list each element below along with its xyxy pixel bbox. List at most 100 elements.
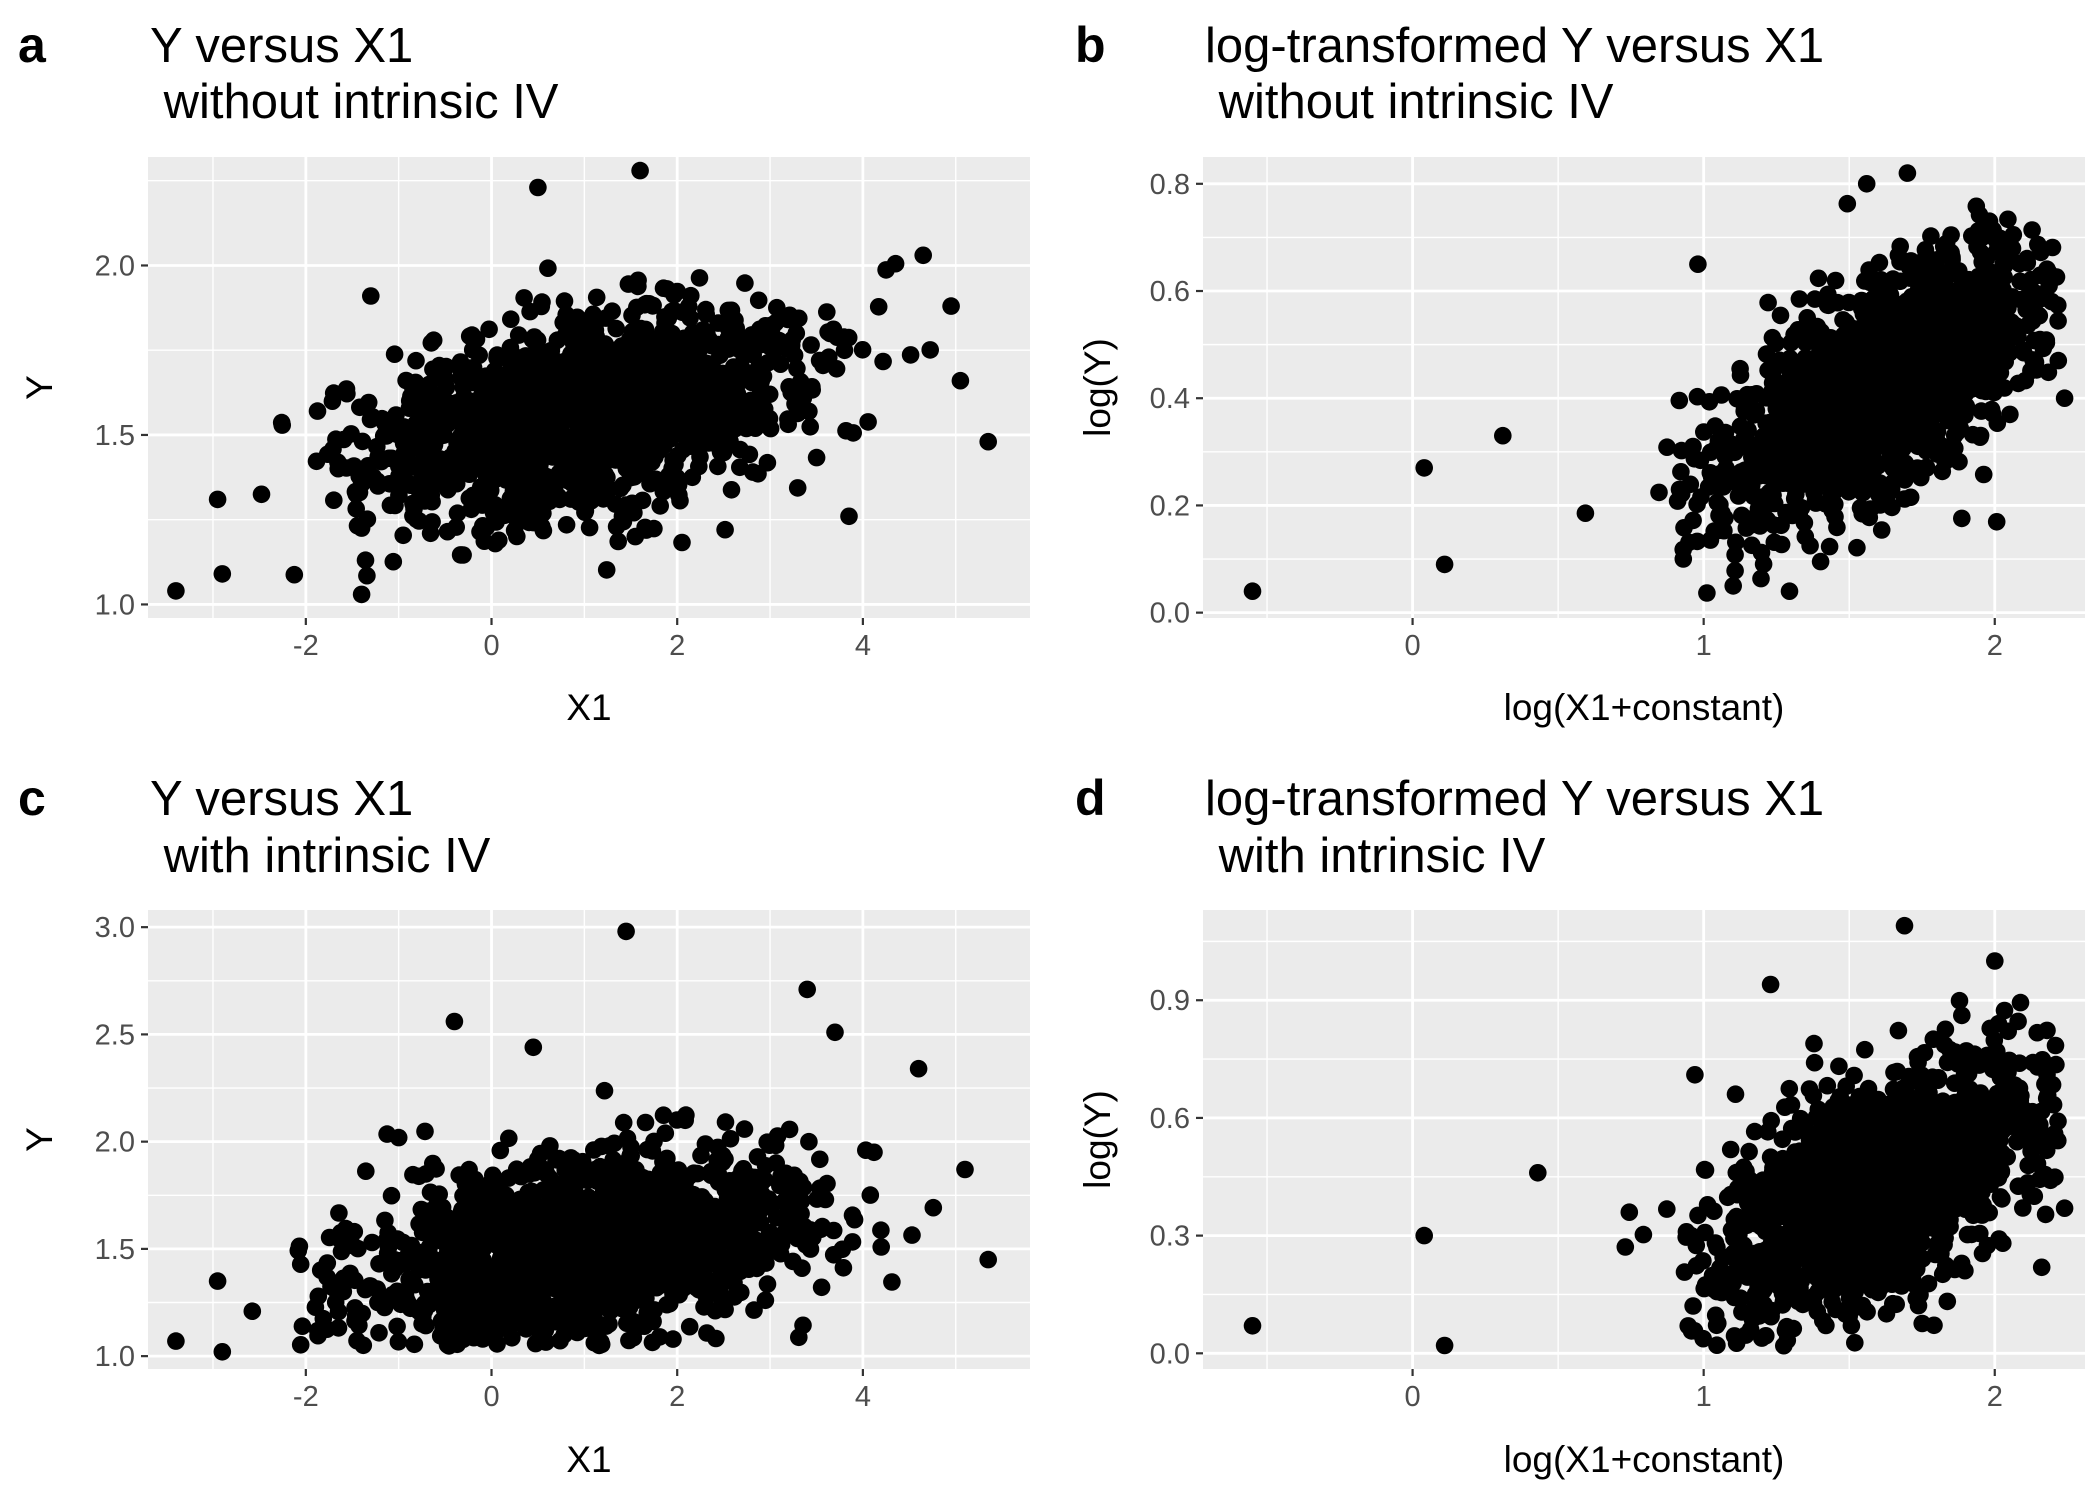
data-point (717, 385, 736, 404)
data-point (1771, 306, 1790, 325)
data-point (1999, 210, 2017, 229)
data-point (342, 425, 360, 443)
data-point (901, 346, 920, 364)
data-point (1780, 582, 1799, 600)
data-point-outlier (208, 490, 227, 509)
data-point (1724, 577, 1742, 595)
data-point (454, 1313, 473, 1332)
x-axis-label: log(X1+constant) (1504, 687, 1785, 728)
data-point (661, 1160, 680, 1178)
data-point (467, 1250, 486, 1268)
data-point (1999, 235, 2018, 253)
data-point (454, 1187, 472, 1205)
data-point (386, 1251, 404, 1269)
data-point (1801, 536, 1819, 555)
data-point (2046, 1036, 2065, 1055)
data-point (728, 404, 747, 422)
data-point (610, 370, 628, 388)
data-point (1870, 253, 1889, 272)
data-point (1982, 400, 2001, 419)
data-point (801, 418, 819, 436)
data-point-outlier (1435, 555, 1454, 574)
data-point (558, 388, 576, 406)
data-point (1820, 537, 1839, 556)
data-point (645, 519, 663, 538)
data-point (2001, 405, 2019, 424)
data-point (2028, 291, 2047, 310)
data-point (605, 1173, 623, 1192)
points-layer (167, 922, 997, 1361)
x-tick-label: 0 (483, 630, 499, 662)
y-tick-label: 0.0 (1150, 598, 1190, 630)
data-point (1752, 488, 1771, 507)
data-point (553, 1313, 571, 1332)
data-point (650, 348, 669, 367)
data-point (593, 448, 611, 466)
data-point (590, 402, 608, 421)
data-point (1688, 495, 1706, 513)
data-point (529, 1255, 547, 1274)
data-point (570, 1285, 588, 1303)
data-point (384, 552, 403, 571)
data-point (1902, 288, 1921, 306)
data-point (502, 310, 520, 329)
data-point (833, 1240, 852, 1259)
data-point (330, 1204, 348, 1222)
data-point (628, 386, 647, 405)
data-point-outlier (1243, 582, 1262, 600)
data-point (597, 561, 616, 579)
data-point (699, 1208, 718, 1226)
data-point (637, 1170, 656, 1189)
data-point (716, 1181, 735, 1199)
data-point (688, 1275, 706, 1294)
data-point (754, 1194, 772, 1212)
data-point (1884, 459, 1902, 478)
data-point (308, 402, 327, 420)
y-tick-label: 1.5 (95, 420, 135, 452)
data-point (1731, 366, 1750, 385)
data-point-outlier (362, 287, 380, 305)
data-point (673, 533, 691, 552)
data-point (2003, 315, 2021, 334)
data-point (1675, 519, 1693, 537)
data-point (621, 407, 640, 425)
data-point (1650, 483, 1668, 502)
data-point (289, 1241, 308, 1260)
data-point (583, 337, 602, 355)
data-point (629, 423, 648, 442)
data-point (643, 297, 662, 315)
data-point (535, 483, 554, 502)
data-point (760, 1136, 779, 1154)
data-point (845, 1210, 864, 1229)
data-point (352, 519, 371, 537)
data-point (629, 1198, 647, 1216)
x-tick-label: 2 (669, 1381, 685, 1413)
data-point (669, 446, 687, 465)
data-point (1964, 425, 1982, 444)
data-point (684, 1185, 703, 1204)
data-point (1836, 339, 1855, 358)
data-point-outlier (617, 922, 635, 941)
data-point-outlier (2055, 389, 2074, 408)
data-point (637, 346, 656, 364)
data-point (356, 1280, 375, 1299)
data-point (314, 1309, 333, 1328)
data-point (386, 496, 404, 515)
data-point (654, 279, 673, 298)
data-point (1809, 269, 1828, 288)
data-point (1865, 438, 1883, 457)
data-point (413, 465, 431, 484)
data-point (400, 392, 419, 410)
data-point (1862, 392, 1881, 410)
data-point (519, 370, 537, 388)
data-point (1752, 569, 1770, 588)
data-point (348, 1331, 366, 1350)
data-point (615, 1279, 633, 1297)
data-point (1717, 459, 1735, 478)
data-point (1974, 283, 1992, 302)
data-point (463, 341, 482, 359)
data-point (600, 1315, 618, 1333)
data-point (771, 355, 790, 374)
x-tick-label: 4 (855, 1381, 871, 1413)
